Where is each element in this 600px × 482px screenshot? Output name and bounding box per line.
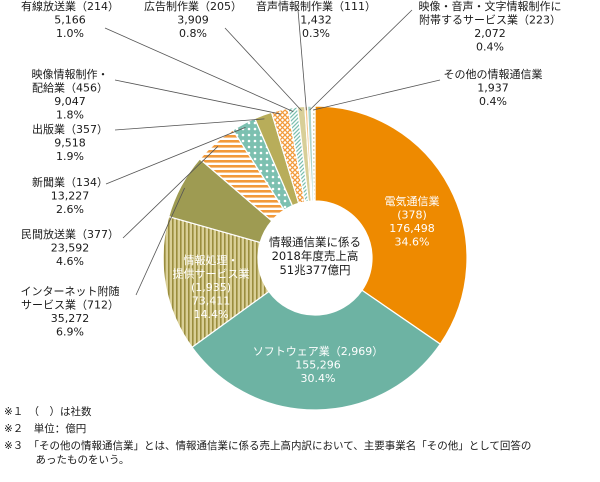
- slice-label-video: 映像情報制作・配給業（456） 9,047 1.8%: [32, 68, 109, 122]
- slice-label-publishing: 出版業（357） 9,518 1.9%: [32, 122, 108, 163]
- slice-label-advertising: 広告制作業（205） 3,909 0.8%: [144, 0, 242, 40]
- slice-label-newspaper: 新聞業（134） 13,227 2.6%: [32, 175, 108, 216]
- footnote-3-continued: あったものをいう。: [4, 454, 130, 466]
- footnote-1: ※１ （ ）は社数: [4, 406, 92, 418]
- leader-line-cable: [104, 27, 294, 112]
- slice-label-cable: 有線放送業（214） 5,166 1.0%: [21, 0, 119, 40]
- donut-hole: [258, 201, 372, 315]
- footnote-3: ※３ 「その他の情報通信業」とは、情報通信業に係る売上高内訳において、主要事業名…: [4, 440, 532, 452]
- slice-label-audio: 音声情報制作業（111） 1,432 0.3%: [256, 0, 376, 40]
- leader-line-audio: [297, 9, 307, 111]
- leader-line-other: [313, 79, 441, 111]
- center-label: 情報通信業に係る 2018年度売上高 51兆377億円: [269, 235, 361, 277]
- slice-label-software: ソフトウェア業（2,969） 155,296 30.4%: [253, 345, 384, 385]
- footnote-2: ※２ 単位：億円: [4, 423, 87, 435]
- slice-label-attached-services: 映像・音声・文字情報制作に附帯するサービス業（223） 2,072 0.4%: [419, 0, 562, 54]
- leader-line-newspaper: [105, 126, 246, 185]
- leader-line-video: [114, 79, 281, 115]
- leader-line-broadcast: [122, 145, 219, 239]
- slice-label-internet: インターネット附随サービス業（712） 35,272 6.9%: [21, 284, 120, 339]
- slice-label-broadcast: 民間放送業（377） 23,592 4.6%: [21, 227, 119, 268]
- slice-label-info-processing: 情報処理・提供サービス業(1,935) 73,411 14.4%: [173, 254, 250, 321]
- leader-line-advertising: [224, 27, 302, 111]
- leader-line-publishing: [114, 118, 265, 131]
- leader-line-internet: [135, 187, 185, 296]
- leader-line-attached-services: [309, 9, 413, 111]
- slice-label-other: その他の情報通信業 1,937 0.4%: [444, 68, 543, 108]
- slice-label-telecom: 電気通信業(378) 176,498 34.6%: [385, 194, 440, 249]
